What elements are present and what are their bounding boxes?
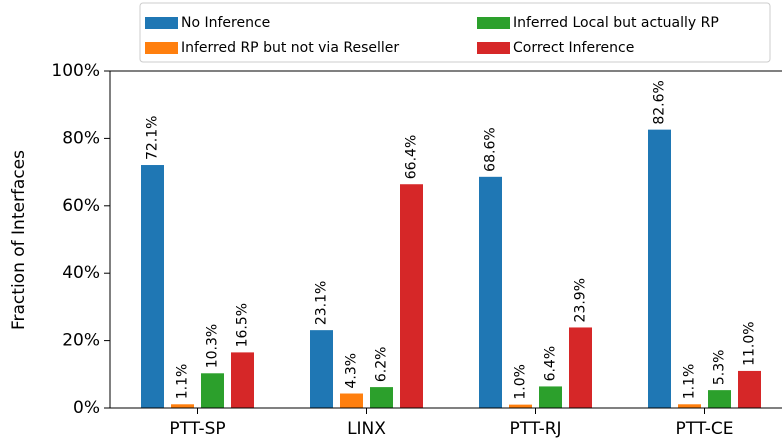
- legend-box: [139, 2, 771, 63]
- bar: [340, 393, 363, 408]
- x-tick-label: LINX: [347, 419, 386, 439]
- value-label: 11.0%: [742, 321, 758, 365]
- value-label: 72.1%: [145, 116, 161, 160]
- x-tick-label: PTT-SP: [169, 419, 225, 439]
- value-label: 66.4%: [404, 135, 420, 179]
- bar: [678, 404, 701, 408]
- legend-swatch: [145, 17, 178, 29]
- value-label: 1.1%: [175, 364, 191, 400]
- bar: [569, 327, 592, 408]
- value-label: 23.9%: [573, 278, 589, 322]
- value-label: 23.1%: [314, 281, 330, 325]
- bar: [539, 386, 562, 408]
- legend-swatch: [477, 42, 510, 54]
- bar: [509, 404, 532, 408]
- bar: [231, 352, 254, 408]
- y-tick-label: 80%: [62, 128, 100, 148]
- value-label: 1.0%: [513, 364, 529, 400]
- y-axis-label: Fraction of Interfaces: [9, 150, 29, 330]
- bar: [201, 373, 224, 408]
- value-label: 10.3%: [205, 324, 221, 368]
- y-tick-label: 0%: [73, 398, 100, 418]
- y-tick-label: 60%: [62, 196, 100, 216]
- x-tick-label: PTT-RJ: [509, 419, 561, 439]
- bar: [400, 184, 423, 408]
- bar: [648, 129, 671, 408]
- value-label: 6.2%: [374, 347, 390, 383]
- y-tick-label: 20%: [62, 331, 100, 351]
- legend-label: No Inference: [181, 15, 270, 31]
- value-label: 1.1%: [682, 364, 698, 400]
- bar: [708, 390, 731, 408]
- bar: [310, 330, 333, 408]
- x-tick-label: PTT-CE: [676, 419, 734, 439]
- value-label: 6.4%: [543, 346, 559, 382]
- y-tick-label: 40%: [62, 263, 100, 283]
- bar: [738, 370, 761, 408]
- legend-swatch: [145, 42, 178, 54]
- legend-swatch: [477, 17, 510, 29]
- legend-label: Correct Inference: [513, 40, 634, 56]
- bar: [141, 165, 164, 408]
- bar: [479, 176, 502, 408]
- bar: [370, 387, 393, 408]
- legend-label: Inferred Local but actually RP: [513, 15, 719, 31]
- legend-label: Inferred RP but not via Reseller: [181, 40, 399, 56]
- bar: [171, 404, 194, 408]
- value-label: 5.3%: [712, 350, 728, 386]
- value-label: 4.3%: [344, 353, 360, 389]
- value-label: 82.6%: [652, 80, 668, 124]
- value-label: 68.6%: [483, 127, 499, 171]
- y-tick-label: 100%: [51, 61, 100, 81]
- value-label: 16.5%: [235, 303, 251, 347]
